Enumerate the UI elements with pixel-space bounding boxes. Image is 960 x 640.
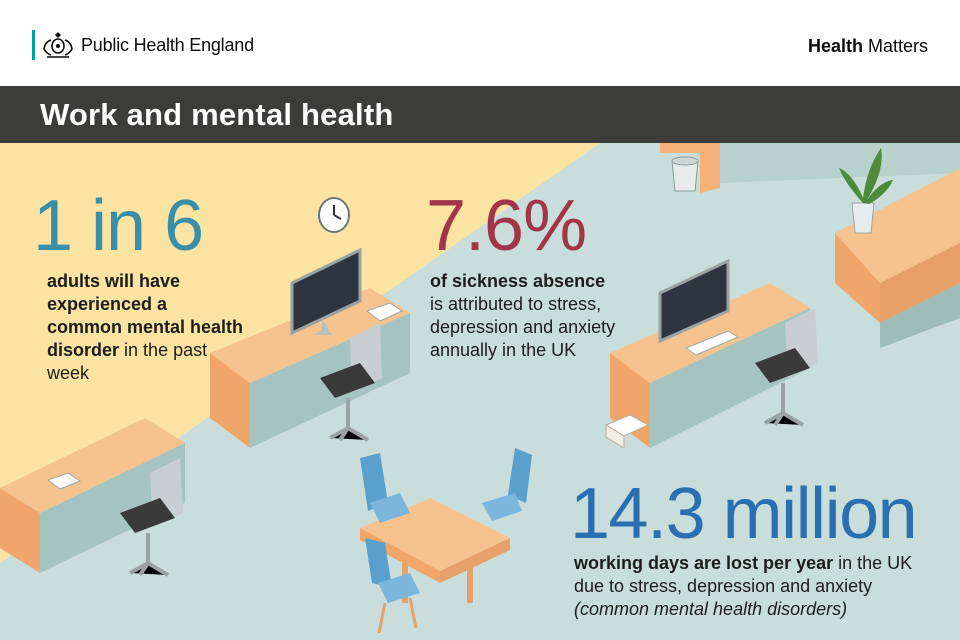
office-chair-icon xyxy=(755,308,818,427)
office-illustration xyxy=(0,143,960,634)
office-desk-icon xyxy=(660,143,720,193)
office-desk-icon xyxy=(835,168,960,348)
wall-clock-icon xyxy=(318,197,350,233)
paper-stack-icon xyxy=(365,302,404,322)
stat-figure: 14.3 million xyxy=(570,474,918,554)
stat-bold-text: of sickness absence xyxy=(430,271,606,291)
stat-bold-text: working days are lost per year xyxy=(574,553,834,573)
header: Public Health England Health Matters xyxy=(0,0,960,86)
paper-stack-icon xyxy=(604,414,650,449)
office-desk-icon xyxy=(0,418,185,573)
computer-monitor-icon xyxy=(658,258,740,356)
computer-monitor-icon xyxy=(290,247,362,336)
stat-figure: 7.6% xyxy=(426,186,587,266)
page-title: Work and mental health xyxy=(40,97,394,132)
brand-rest: Matters xyxy=(867,36,928,56)
stat-italic-text: (common mental health disorders) xyxy=(574,599,848,619)
office-chair-icon xyxy=(360,453,410,523)
stat-working-days: 14.3 million working days are lost per y… xyxy=(570,478,944,621)
title-bar: Work and mental health xyxy=(0,86,960,143)
office-chair-icon xyxy=(365,538,420,634)
office-chair-icon xyxy=(120,458,183,577)
back-wall xyxy=(690,143,960,183)
waste-bin-icon xyxy=(671,156,699,192)
stat-1-in-6: 1 in 6 adults will have experienced a co… xyxy=(33,190,247,385)
stat-description: of sickness absence is attributed to stre… xyxy=(430,270,660,362)
brand-title: Health Matters xyxy=(808,36,928,57)
stat-description: adults will have experienced a common me… xyxy=(47,270,247,385)
stat-description: working days are lost per year in the UK… xyxy=(574,552,944,621)
org-logo: Public Health England xyxy=(32,30,254,60)
stat-rest-text: in the past week xyxy=(47,340,208,383)
office-chair-icon xyxy=(320,323,382,442)
stat-sickness-absence: 7.6% of sickness absence is attributed to… xyxy=(426,190,660,362)
potted-plant-icon xyxy=(839,148,893,234)
stat-figure: 1 in 6 xyxy=(33,186,204,266)
logo-rule xyxy=(32,30,35,60)
office-chair-icon xyxy=(482,448,532,521)
stat-rest-text: is attributed to stress, depression and … xyxy=(430,294,616,360)
brand-bold: Health xyxy=(807,36,863,56)
stat-bold-text: adults will have experienced a common me… xyxy=(47,271,244,360)
stat-rest-text: in the UK due to stress, depression and … xyxy=(574,553,913,596)
royal-crest-icon xyxy=(43,32,73,58)
org-name: Public Health England xyxy=(81,34,254,55)
